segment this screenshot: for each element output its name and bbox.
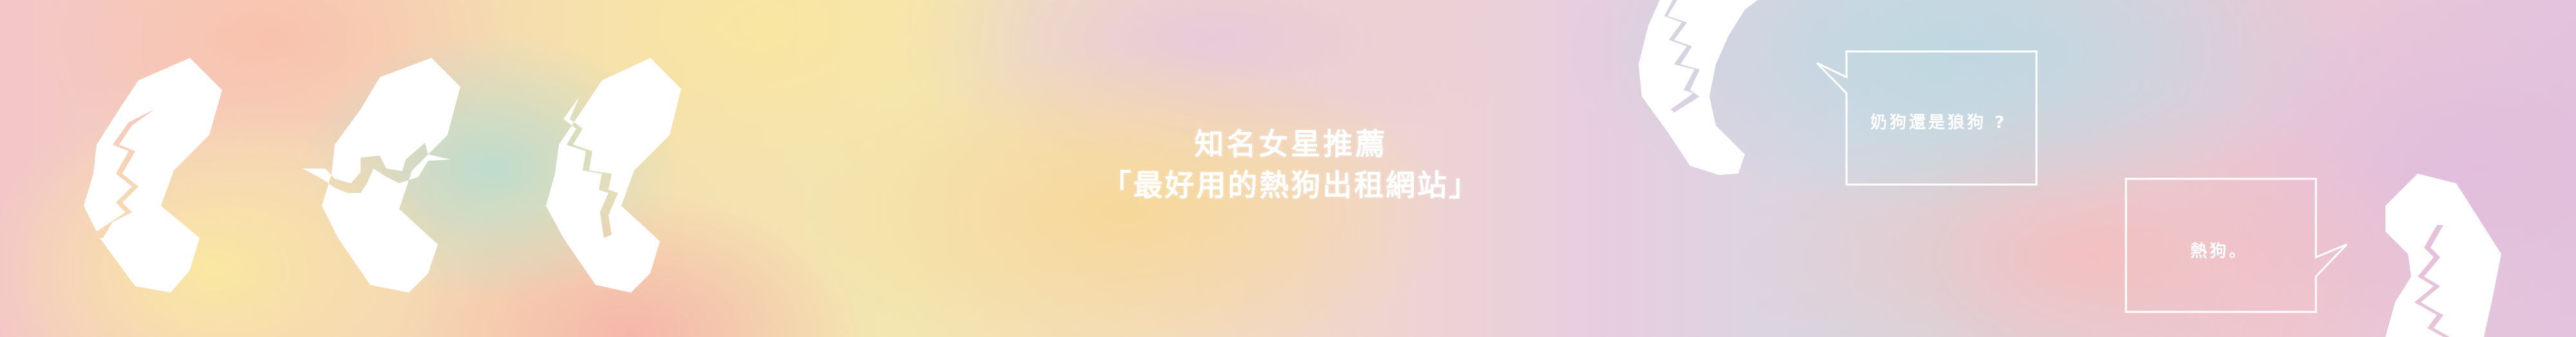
cracked-egg-shape-icon bbox=[303, 58, 460, 293]
title-line-1: 知名女星推薦 bbox=[1194, 127, 1387, 161]
title-line-2: 「最好用的熱狗出租網站」 bbox=[1102, 168, 1480, 203]
cracked-egg-shape-icon bbox=[1639, 0, 1758, 175]
speech-bubble-icon bbox=[1816, 50, 2038, 186]
answer-bubble-text: 熱狗。 bbox=[2190, 242, 2249, 261]
cracked-egg-shape-icon bbox=[84, 58, 222, 293]
banner-title: 知名女星推薦 「最好用的熱狗出租網站」 bbox=[1030, 123, 1552, 206]
question-bubble-text: 奶狗還是狼狗 ? bbox=[1870, 113, 2007, 132]
cracked-egg-shape-icon bbox=[2385, 174, 2501, 337]
speech-bubble-icon bbox=[2125, 178, 2348, 313]
cracked-egg-shape-icon bbox=[546, 58, 681, 293]
